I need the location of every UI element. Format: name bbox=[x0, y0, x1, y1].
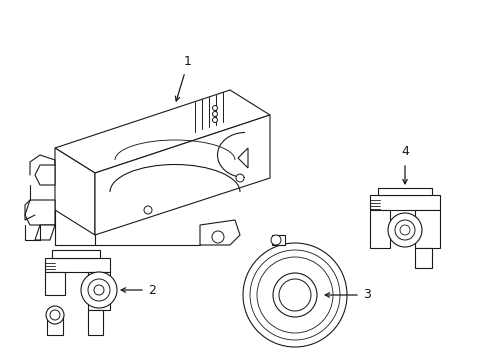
Text: 1: 1 bbox=[184, 55, 192, 68]
Polygon shape bbox=[55, 90, 270, 173]
Circle shape bbox=[271, 235, 281, 245]
Circle shape bbox=[50, 310, 60, 320]
Circle shape bbox=[400, 225, 410, 235]
Polygon shape bbox=[415, 210, 440, 248]
Circle shape bbox=[213, 112, 218, 117]
Text: 2: 2 bbox=[148, 284, 156, 297]
Circle shape bbox=[250, 250, 340, 340]
Text: 3: 3 bbox=[363, 288, 371, 302]
Circle shape bbox=[273, 273, 317, 317]
Polygon shape bbox=[88, 272, 110, 310]
Circle shape bbox=[213, 117, 218, 122]
Polygon shape bbox=[378, 188, 432, 195]
Text: 4: 4 bbox=[401, 145, 409, 158]
Polygon shape bbox=[35, 225, 55, 240]
Circle shape bbox=[81, 272, 117, 308]
Polygon shape bbox=[47, 315, 63, 335]
Circle shape bbox=[257, 257, 333, 333]
Circle shape bbox=[213, 105, 218, 111]
Polygon shape bbox=[25, 200, 55, 225]
Circle shape bbox=[236, 174, 244, 182]
Polygon shape bbox=[88, 310, 103, 335]
Polygon shape bbox=[370, 210, 390, 248]
Circle shape bbox=[144, 206, 152, 214]
Polygon shape bbox=[415, 248, 432, 268]
Circle shape bbox=[88, 279, 110, 301]
Circle shape bbox=[395, 220, 415, 240]
Polygon shape bbox=[35, 165, 55, 185]
Circle shape bbox=[94, 285, 104, 295]
Polygon shape bbox=[95, 115, 270, 235]
Circle shape bbox=[243, 243, 347, 347]
Polygon shape bbox=[238, 148, 248, 168]
Circle shape bbox=[212, 231, 224, 243]
Polygon shape bbox=[55, 148, 95, 235]
Polygon shape bbox=[45, 258, 110, 272]
Polygon shape bbox=[370, 195, 440, 210]
Polygon shape bbox=[45, 272, 65, 295]
Polygon shape bbox=[52, 250, 100, 258]
Circle shape bbox=[46, 306, 64, 324]
Polygon shape bbox=[200, 220, 240, 245]
Polygon shape bbox=[272, 235, 285, 245]
Circle shape bbox=[388, 213, 422, 247]
